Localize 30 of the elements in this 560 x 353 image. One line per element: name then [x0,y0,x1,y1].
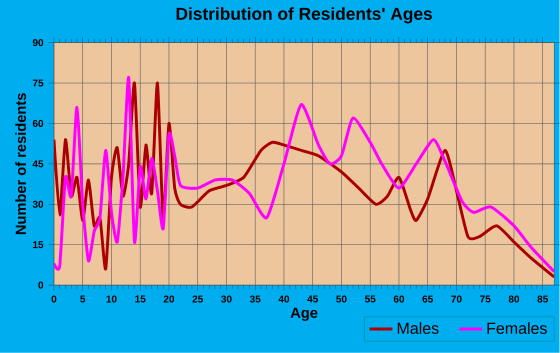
x-tick-label: 80 [508,296,520,303]
x-tick-label: 60 [394,296,404,303]
x-tick-label: 85 [537,296,548,303]
x-tick-label: 0 [52,296,56,303]
y-tick-label: 0 [38,282,44,289]
y-tick-label: 30 [32,200,44,208]
x-tick-label: 35 [250,296,260,303]
x-axis-title: Age [290,308,318,322]
y-tick-label: 45 [32,160,44,168]
y-tick-label: 75 [32,80,44,87]
x-tick-label: 30 [221,296,232,303]
x-tick-label: 5 [80,296,86,303]
x-tick-label: 20 [164,296,174,303]
x-tick-label: 45 [307,296,318,303]
x-tick-label: 75 [480,296,490,303]
legend-label: Males [398,322,439,334]
x-tick-label: 25 [192,296,203,303]
x-tick-label: 40 [278,296,290,303]
x-tick-label: 15 [135,296,146,303]
y-axis-title: Number of residents [15,93,26,234]
x-tick-label: 50 [336,296,347,303]
chart-title: Distribution of Residents' Ages [176,7,432,24]
y-tick-label: 60 [32,120,44,128]
legend-label: Females [487,322,547,334]
x-tick-label: 70 [451,296,462,303]
y-tick-label: 90 [32,39,44,46]
y-tick-label: 15 [33,241,44,248]
x-tick-label: 65 [422,296,433,303]
x-tick-label: 10 [106,296,117,303]
x-tick-label: 55 [364,296,376,303]
